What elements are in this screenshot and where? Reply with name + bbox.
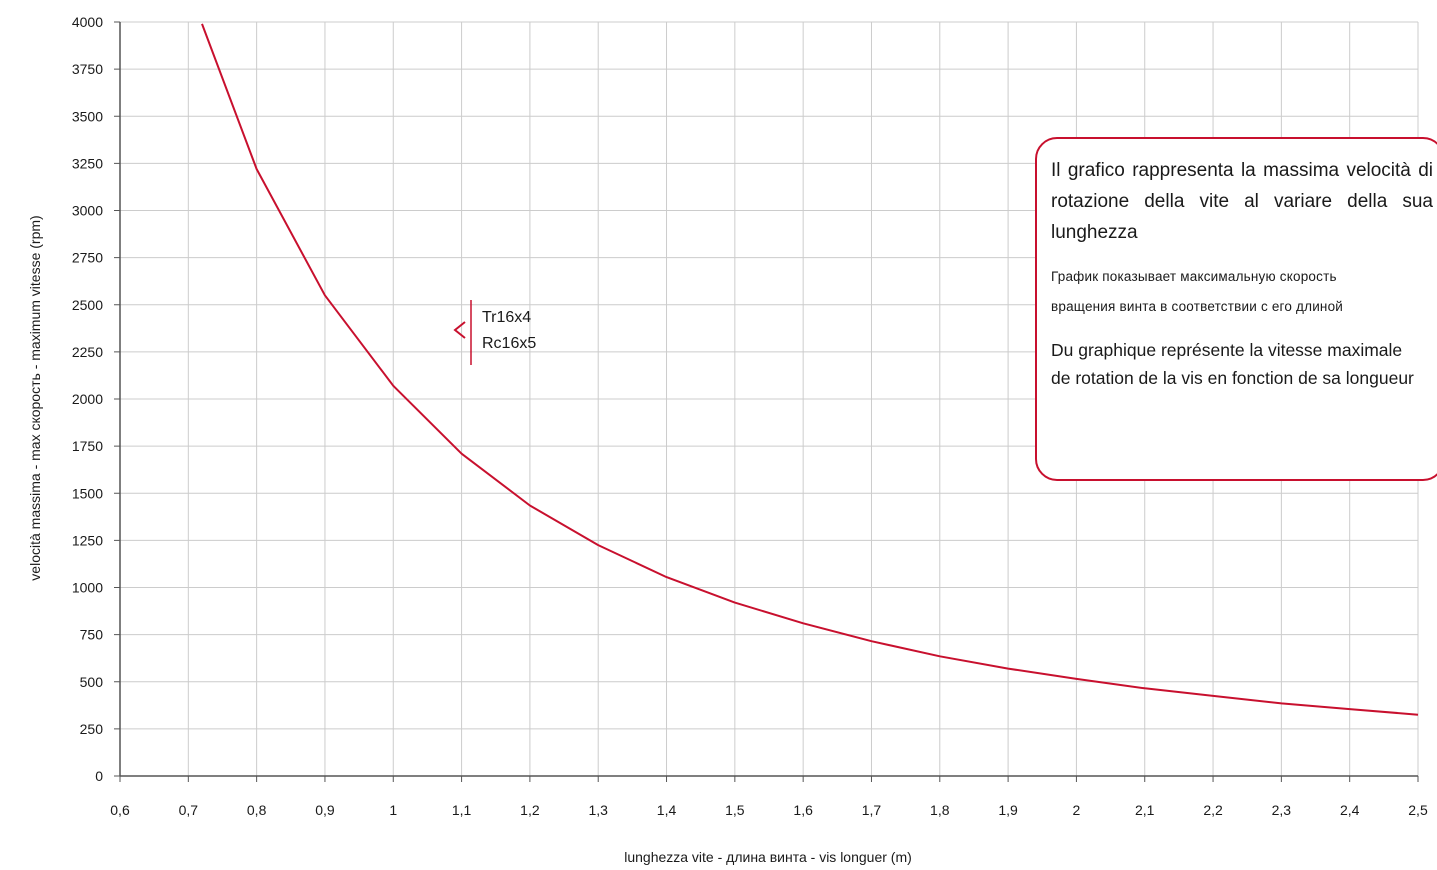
legend-label-rc16x5: Rc16x5	[482, 335, 536, 352]
y-tick-label: 500	[80, 674, 104, 690]
x-tick-label: 2,2	[1203, 802, 1223, 818]
x-tick-label: 1,3	[588, 802, 608, 818]
x-tick-label: 2,5	[1408, 802, 1428, 818]
x-tick-label: 0,9	[315, 802, 335, 818]
axes	[114, 21, 1419, 782]
y-tick-label: 3250	[72, 155, 103, 171]
x-tick-label: 1,9	[998, 802, 1018, 818]
y-tick-label: 4000	[72, 14, 103, 30]
y-tick-label: 2750	[72, 250, 103, 266]
y-tick-label: 1500	[72, 485, 103, 501]
x-tick-label: 1,6	[793, 802, 813, 818]
x-tick-label: 1	[389, 802, 397, 818]
y-axis-title: velocità massima - max скорость - maximu…	[27, 215, 43, 580]
x-tick-label: 1,5	[725, 802, 745, 818]
legend: Tr16x4 Rc16x5	[453, 300, 536, 365]
note-russian-line2: вращения винта в соответствии с его длин…	[1051, 299, 1344, 314]
y-tick-label: 3000	[72, 203, 103, 219]
x-axis-title: lunghezza vite - длина винта - vis longu…	[624, 849, 912, 865]
x-tick-label: 0,6	[110, 802, 130, 818]
legend-label-tr16x4: Tr16x4	[482, 309, 531, 326]
note-italian: Il grafico rappresenta la massima veloci…	[1051, 160, 1433, 243]
x-tick-label: 2,3	[1272, 802, 1292, 818]
x-tick-label: 1,2	[520, 802, 540, 818]
x-tick-label: 0,7	[179, 802, 199, 818]
x-tick-label: 1,1	[452, 802, 472, 818]
series-line	[201, 23, 1419, 716]
y-tick-label: 1250	[72, 532, 103, 548]
y-tick-label: 1000	[72, 580, 103, 596]
y-tick-label: 250	[80, 721, 104, 737]
x-tick-label: 1,4	[657, 802, 677, 818]
legend-chevron-icon	[453, 321, 466, 339]
y-tick-label: 3500	[72, 108, 103, 124]
x-tick-label: 1,8	[930, 802, 950, 818]
y-tick-label: 750	[80, 627, 104, 643]
x-tick-label: 2,4	[1340, 802, 1360, 818]
note-french-line1: Du graphique représente la vitesse maxim…	[1051, 340, 1403, 360]
note-french-line2: de rotation de la vis en fonction de sa …	[1051, 368, 1414, 388]
y-tick-label: 0	[95, 768, 103, 784]
y-tick-label: 1750	[72, 438, 103, 454]
y-tick-label: 3750	[72, 61, 103, 77]
y-tick-label: 2250	[72, 344, 103, 360]
x-tick-label: 2	[1073, 802, 1081, 818]
x-tick-label: 0,8	[247, 802, 267, 818]
x-tick-label: 2,1	[1135, 802, 1155, 818]
description-box: Il grafico rappresenta la massima veloci…	[1035, 137, 1437, 481]
tick-labels: 0,6 0,7 0,8 0,9 1 1,1 1,2 1,3 1,4 1,5 1,6 1,7 1,8 1,9…	[72, 14, 1428, 818]
x-tick-label: 1,7	[862, 802, 882, 818]
note-russian-line1: График показывает максимальную скорость	[1051, 269, 1337, 284]
y-tick-label: 2500	[72, 297, 103, 313]
y-tick-label: 2000	[72, 391, 103, 407]
